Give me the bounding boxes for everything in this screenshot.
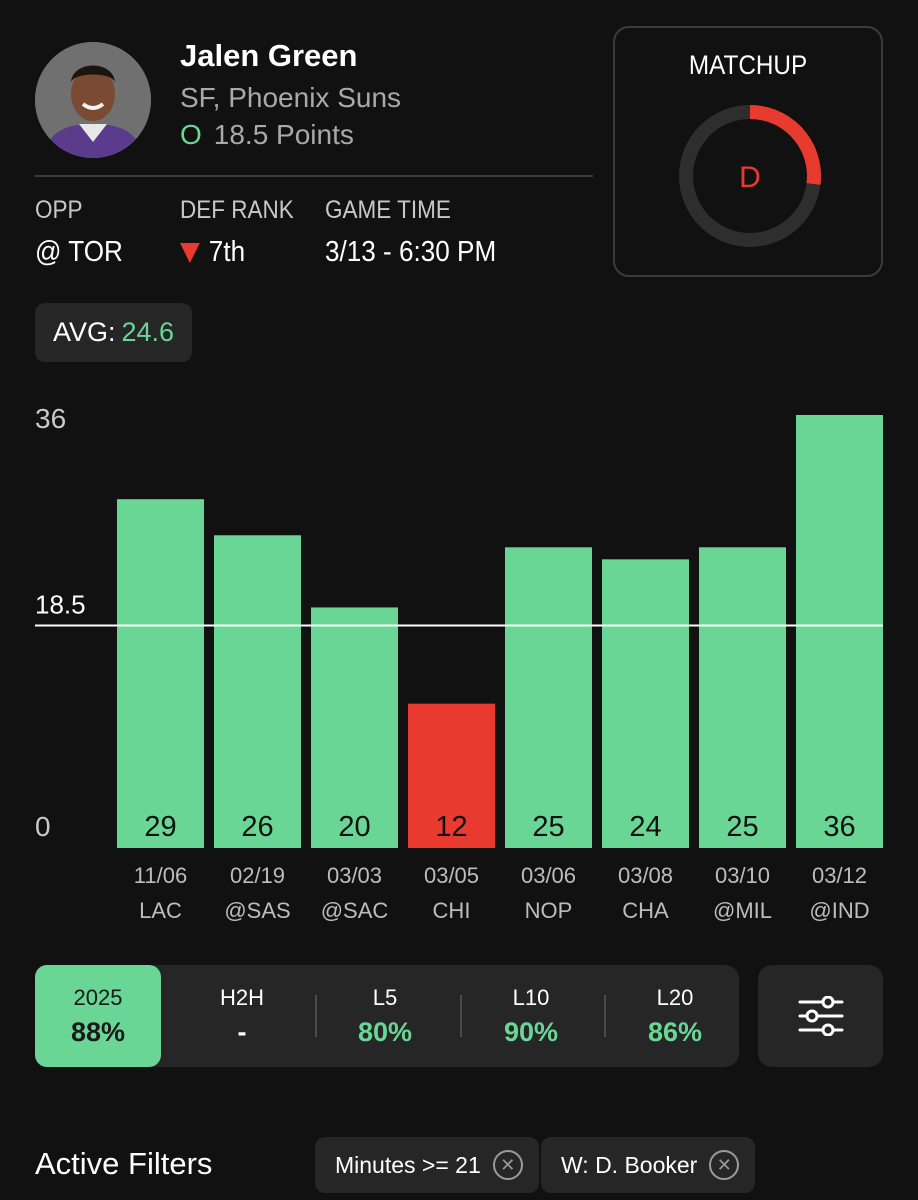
split-value: - [237, 1016, 247, 1047]
split-label: H2H [219, 984, 264, 1010]
bar-value-label: 36 [823, 811, 855, 843]
x-tick-opponent: @SAS [224, 898, 290, 923]
average-pill: AVG: 24.6 [35, 303, 192, 362]
split-value: 88% [70, 1016, 126, 1047]
split-value: 90% [503, 1016, 559, 1047]
bar-03/08 [602, 559, 689, 848]
game-time-label: GAME TIME [325, 196, 451, 224]
average-label: AVG: [52, 317, 116, 347]
hit-rate-splits: 2025 88% H2H - L5 80% L10 90% L20 86% [35, 965, 739, 1067]
player-position-team: SF, Phoenix Suns [180, 82, 402, 113]
filter-settings-button[interactable] [758, 965, 883, 1067]
player-avatar [35, 42, 151, 158]
bar-03/05 [408, 703, 495, 848]
bar-value-label: 24 [629, 811, 661, 843]
filter-chip-label: W: D. Booker [561, 1151, 698, 1178]
bar-03/10 [699, 547, 786, 848]
x-tick-opponent: CHI [433, 898, 471, 923]
player-name: Jalen Green [180, 38, 358, 73]
bar-11/06 [117, 499, 204, 848]
bar-value-label: 25 [726, 811, 758, 843]
header-divider [35, 175, 593, 177]
split-2025[interactable]: 2025 88% [35, 965, 161, 1067]
close-icon[interactable]: ✕ [492, 1150, 523, 1180]
def-rank-label: DEF RANK [180, 196, 294, 224]
x-tick-opponent: @IND [809, 898, 869, 923]
x-tick-date: 03/06 [521, 863, 576, 888]
x-tick-date: 03/10 [715, 863, 770, 888]
filter-chip-minutes[interactable]: Minutes >= 21 ✕ [315, 1137, 539, 1193]
prop-line-value: 18.5 Points [213, 119, 354, 150]
x-tick-date: 03/08 [618, 863, 673, 888]
close-icon[interactable]: ✕ [709, 1150, 740, 1180]
y-axis-tick-min: 0 [35, 811, 51, 842]
y-axis-tick-max: 36 [35, 403, 66, 434]
x-tick-date: 03/12 [812, 863, 867, 888]
x-tick-date: 03/03 [327, 863, 382, 888]
average-value: 24.6 [121, 317, 175, 347]
split-label: L10 [512, 984, 550, 1010]
bar-value-label: 29 [144, 811, 176, 843]
player-photo-icon [35, 42, 151, 158]
x-tick-date: 11/06 [134, 863, 187, 888]
bar-02/19 [214, 535, 301, 848]
bar-value-label: 26 [241, 811, 273, 843]
split-l10[interactable]: L10 90% [471, 965, 591, 1067]
split-label: L20 [656, 984, 694, 1010]
bar-value-label: 25 [532, 811, 564, 843]
game-time-value: 3/13 - 6:30 PM [325, 236, 497, 268]
game-log-chart: 36 0 29 11/06 LAC 26 02/19 @SAS 20 03/03 @SAC 12 03/… [35, 403, 883, 923]
matchup-title: MATCHUP [688, 50, 808, 80]
down-triangle-icon [180, 242, 200, 263]
x-tick-date: 03/05 [424, 863, 479, 888]
split-separator [315, 995, 317, 1037]
x-tick-opponent: @SAC [321, 898, 389, 923]
split-l20[interactable]: L20 86% [615, 965, 735, 1067]
split-value: 80% [357, 1016, 413, 1047]
x-tick-opponent: CHA [622, 898, 669, 923]
def-rank: 7th [180, 236, 245, 269]
bar-value-label: 20 [338, 811, 370, 843]
filter-chip-label: Minutes >= 21 [335, 1151, 481, 1178]
bar-03/03 [311, 607, 398, 848]
x-tick-opponent: @MIL [713, 898, 772, 923]
over-icon: O [180, 119, 202, 150]
x-tick-opponent: NOP [525, 898, 573, 923]
x-tick-date: 02/19 [230, 863, 285, 888]
bar-value-label: 12 [435, 811, 467, 843]
matchup-grade: D [739, 161, 761, 194]
active-filters-title: Active Filters [35, 1146, 213, 1181]
bar-03/06 [505, 547, 592, 848]
prop-line-label: 18.5 [35, 589, 86, 619]
split-separator [460, 995, 462, 1037]
split-l5[interactable]: L5 80% [325, 965, 445, 1067]
opp-label: OPP [35, 196, 83, 224]
def-rank-value: 7th [208, 236, 246, 268]
matchup-ring-arc [679, 105, 821, 247]
split-value: 86% [647, 1016, 703, 1047]
opp-value: @ TOR [35, 236, 123, 268]
x-tick-opponent: LAC [139, 898, 182, 923]
split-label: 2025 [73, 984, 123, 1010]
bar-03/12 [796, 415, 883, 848]
matchup-ring: D [679, 105, 821, 247]
split-h2h[interactable]: H2H - [182, 965, 302, 1067]
prop-line: O 18.5 Points [180, 119, 354, 151]
matchup-card[interactable]: MATCHUP D [613, 26, 883, 277]
sliders-icon [798, 996, 843, 1036]
split-label: L5 [372, 984, 398, 1010]
split-separator [604, 995, 606, 1037]
filter-chip-with-player[interactable]: W: D. Booker ✕ [541, 1137, 756, 1193]
